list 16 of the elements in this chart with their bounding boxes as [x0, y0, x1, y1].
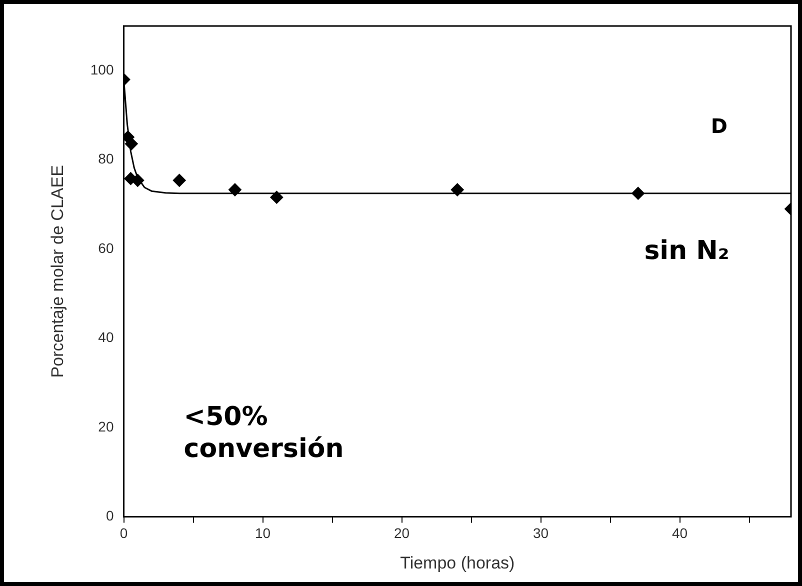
- y-tick-label: 0: [106, 508, 114, 524]
- annotation: <50% conversión: [184, 402, 344, 465]
- y-tick-label: 100: [90, 61, 114, 78]
- x-tick-label: 30: [532, 525, 549, 542]
- x-tick-label: 20: [394, 525, 410, 542]
- annotation: D: [710, 114, 728, 138]
- x-axis-title: Tiempo (horas): [400, 553, 515, 572]
- y-tick-label: 40: [98, 329, 114, 346]
- annotation: sin N₂: [644, 236, 730, 267]
- y-tick-label: 80: [98, 150, 114, 167]
- x-tick-label: 10: [254, 525, 271, 542]
- y-axis-title: Porcentaje molar de CLAEE: [48, 165, 67, 378]
- x-tick-label: 0: [120, 525, 128, 542]
- y-tick-label: 60: [98, 240, 114, 256]
- x-tick-label: 40: [672, 525, 688, 542]
- y-tick-label: 20: [98, 418, 114, 434]
